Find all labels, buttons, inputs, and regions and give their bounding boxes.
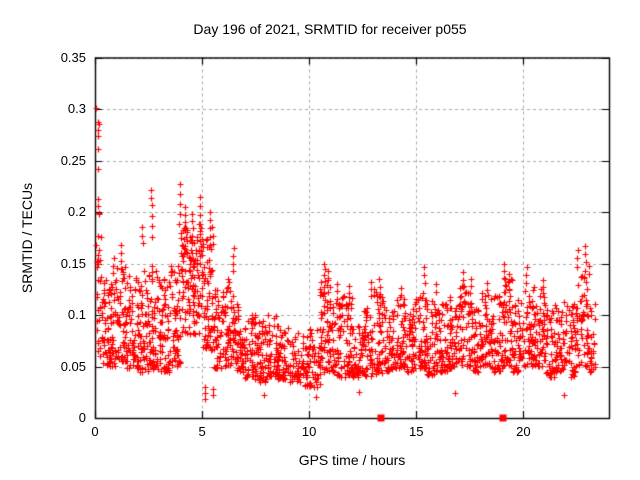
- chart-title: Day 196 of 2021, SRMTID for receiver p05…: [193, 21, 467, 37]
- x-axis-label: GPS time / hours: [298, 452, 406, 468]
- y-tick-label: 0.25: [60, 152, 86, 168]
- x-tick-label: 0: [91, 424, 99, 439]
- y-tick-label: 0.35: [60, 49, 86, 65]
- x-tick-label: 15: [409, 424, 424, 439]
- y-axis-label: SRMTID / TECUs: [19, 182, 35, 294]
- y-tick-label: 0.2: [67, 204, 86, 219]
- x-tick-label: 20: [516, 424, 531, 439]
- x-tick-label: 5: [198, 424, 206, 439]
- y-tick-label: 0.15: [60, 255, 86, 271]
- x-tick-label: 10: [301, 424, 317, 439]
- y-tick-label: 0: [78, 410, 86, 425]
- y-tick-label: 0.3: [67, 101, 86, 116]
- y-tick-label: 0.05: [60, 358, 86, 374]
- y-tick-label: 0.1: [67, 307, 86, 322]
